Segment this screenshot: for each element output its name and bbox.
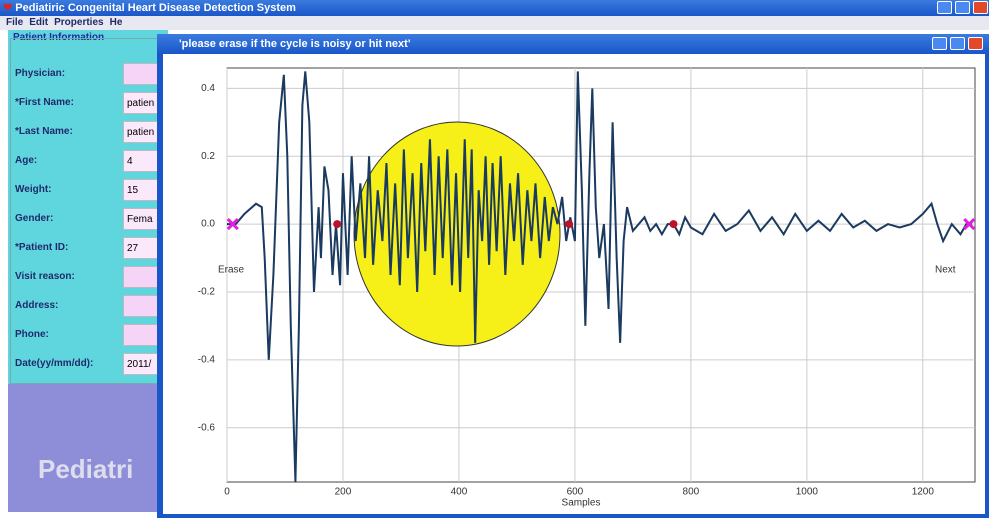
field-label: Physician: [15, 68, 66, 79]
erase-label[interactable]: Erase [218, 265, 245, 276]
dialog-title: 'please erase if the cycle is noisy or h… [179, 38, 411, 50]
field-label: *First Name: [15, 97, 74, 108]
field-value: Fema [127, 214, 153, 225]
banner-text: Pediatri [38, 454, 134, 484]
field-value: patien [127, 127, 155, 138]
cycle-marker [669, 220, 678, 229]
x-tick-label: 800 [683, 487, 700, 498]
next-label[interactable]: Next [935, 265, 956, 276]
panel-title: Patient Information [13, 32, 105, 43]
dialog-maximize[interactable] [950, 37, 965, 50]
y-tick-label: 0.4 [201, 83, 215, 94]
x-tick-label: 200 [335, 487, 352, 498]
y-tick-label: -0.2 [198, 287, 216, 298]
field-label: Phone: [15, 329, 49, 340]
main-title-bar: ❤ Pediatiric Congenital Heart Disease De… [0, 0, 989, 16]
x-tick-label: 1200 [912, 487, 935, 498]
minimize-button[interactable] [937, 1, 952, 14]
x-tick-label: 400 [451, 487, 468, 498]
dialog: 'please erase if the cycle is noisy or h… [157, 34, 989, 518]
field-value: 15 [127, 185, 139, 196]
field-label: *Last Name: [15, 126, 73, 137]
boundary-marker [963, 218, 976, 231]
field-label: Address: [15, 300, 59, 311]
app-icon: ❤ [3, 2, 13, 14]
menu-item[interactable]: He [109, 17, 123, 28]
menu-item[interactable]: Properties [54, 17, 104, 28]
window-title: Pediatiric Congenital Heart Disease Dete… [15, 2, 296, 14]
field-label: Weight: [15, 184, 52, 195]
signal-line [227, 71, 973, 483]
field-label: Visit reason: [15, 271, 75, 282]
highlight-ellipse [353, 121, 561, 347]
maximize-button[interactable] [955, 1, 970, 14]
field-value: patien [127, 98, 155, 109]
cycle-marker [333, 220, 342, 229]
y-tick-label: 0.2 [201, 151, 215, 162]
boundary-marker [226, 218, 239, 231]
y-tick-label: -0.4 [198, 354, 216, 365]
cycle-marker [565, 220, 574, 229]
patient-panel: Patient Information Physician: *First Nam… [8, 30, 173, 384]
field-label: Gender: [15, 213, 54, 224]
menu-bar: File Edit Properties He [0, 16, 989, 30]
field-value: 27 [127, 243, 139, 254]
y-tick-label: 0.0 [201, 219, 215, 230]
dialog-close[interactable] [968, 37, 983, 50]
field-label: Age: [15, 155, 38, 166]
dialog-minimize[interactable] [932, 37, 947, 50]
x-tick-label: 0 [224, 487, 230, 498]
y-tick-label: -0.6 [198, 422, 216, 433]
chart: Samples Erase Next 0 200 400 600 800 1000 1200… [163, 54, 985, 514]
close-button[interactable] [973, 1, 988, 14]
field-value: 4 [127, 156, 133, 167]
field-value: 2011/ [127, 359, 152, 370]
x-tick-label: 1000 [796, 487, 819, 498]
x-axis-label: Samples [562, 498, 601, 509]
menu-item[interactable]: Edit [29, 17, 49, 28]
banner-panel: Pediatri [8, 384, 168, 512]
field-label: *Patient ID: [15, 242, 69, 253]
dialog-title-bar: 'please erase if the cycle is noisy or h… [157, 34, 989, 54]
x-tick-label: 600 [567, 487, 584, 498]
field-label: Date(yy/mm/dd): [15, 358, 94, 369]
menu-item[interactable]: File [6, 17, 24, 28]
